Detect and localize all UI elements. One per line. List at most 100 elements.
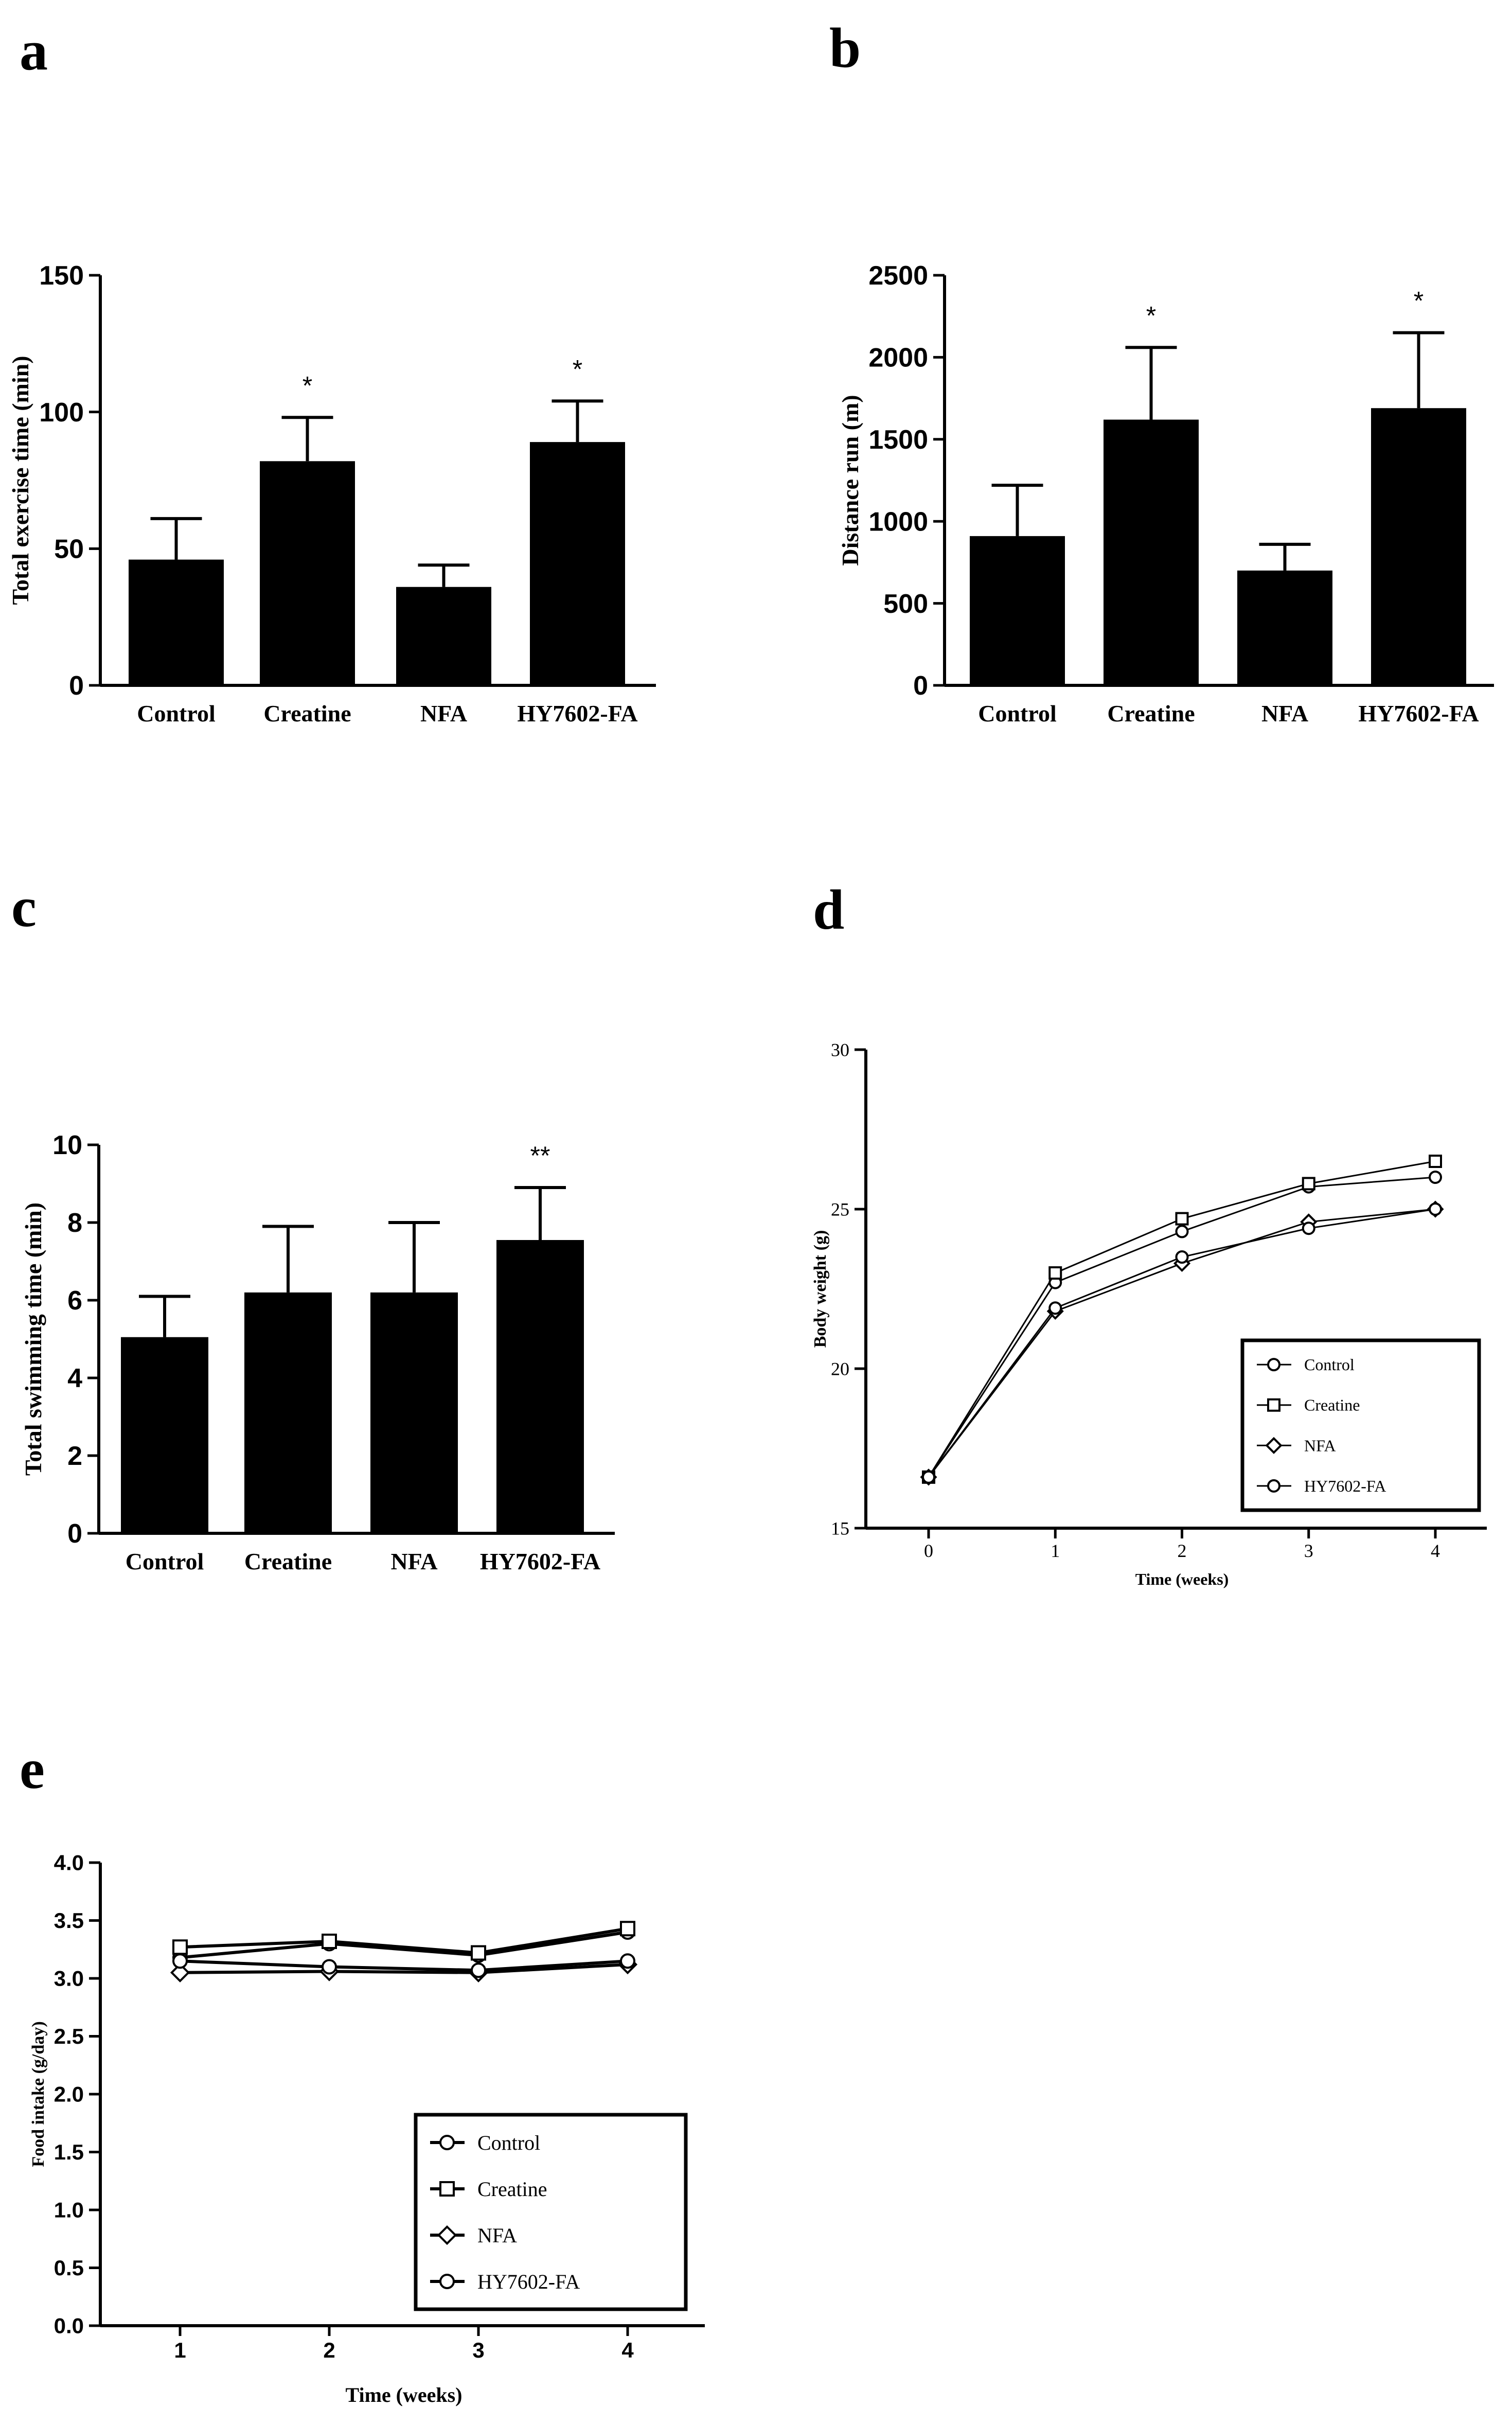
- y-tick-label: 4: [67, 1364, 82, 1393]
- data-point: [620, 1953, 635, 1969]
- bar-control: [121, 1337, 208, 1533]
- x-tick-label: NFA: [1261, 700, 1308, 727]
- panel-label-b: b: [829, 16, 861, 79]
- y-axis-label: Food intake (g/day): [29, 2021, 48, 2167]
- x-tick-label: 4: [1431, 1541, 1440, 1561]
- data-point: [172, 1939, 188, 1955]
- y-axis-label: Total exercise time (min): [7, 356, 33, 605]
- y-tick-label: 25: [831, 1199, 849, 1220]
- legend-marker: [1265, 1437, 1283, 1454]
- data-point: [471, 1945, 486, 1961]
- panel-b: b 0 500 1000 1500 2000 2500 Distance run (m) Con…: [829, 16, 1494, 727]
- x-tick-label: 3: [1304, 1541, 1313, 1561]
- bar-control: [129, 559, 224, 685]
- data-point: [1302, 1222, 1315, 1235]
- data-point: [620, 1921, 635, 1937]
- series-line: [180, 1931, 628, 1959]
- bar-hy7602-fa: [1371, 408, 1466, 685]
- bar-nfa: [370, 1292, 458, 1533]
- y-tick-label: 1500: [868, 425, 928, 455]
- series-creatine: [172, 1921, 635, 1961]
- data-point: [1302, 1177, 1315, 1191]
- y-tick-label: 4.0: [54, 1851, 84, 1875]
- bar-hy7602-fa: [530, 442, 625, 685]
- series-line: [180, 1963, 628, 1974]
- panel-a: a 0 50 100 150 Total exercise time (min) Contr…: [7, 19, 656, 727]
- x-tick-label: Creatine: [263, 700, 351, 727]
- y-tick-label: 1.0: [54, 2198, 84, 2222]
- legend-label: HY7602-FA: [477, 2270, 580, 2293]
- legend-marker: [439, 2181, 455, 2197]
- bar-creatine: [260, 461, 355, 685]
- x-tick-label: Control: [137, 700, 216, 727]
- x-tick-label: Creatine: [244, 1548, 332, 1574]
- legend-label: HY7602-FA: [1304, 1477, 1386, 1495]
- y-tick-label: 1.5: [54, 2140, 84, 2164]
- y-tick-label: 2500: [868, 261, 928, 291]
- y-tick-label: 0: [69, 671, 84, 701]
- legend-marker: [1267, 1358, 1280, 1372]
- y-tick-label: 2.5: [54, 2024, 84, 2048]
- legend-marker: [439, 2274, 455, 2289]
- bar-creatine: [244, 1292, 332, 1533]
- x-axis-label: Time (weeks): [346, 2383, 463, 2406]
- bar-nfa: [396, 587, 491, 685]
- y-tick-label: 150: [39, 261, 84, 291]
- panel-label-c: c: [11, 876, 37, 939]
- legend-box: [414, 2113, 688, 2311]
- data-point: [322, 1959, 337, 1975]
- data-point: [322, 1934, 337, 1949]
- y-tick-label: 2000: [868, 343, 928, 373]
- x-tick-label: 2: [1178, 1541, 1187, 1561]
- y-tick-label: 1000: [868, 507, 928, 537]
- bar-creatine: [1104, 419, 1199, 685]
- data-point: [172, 1953, 188, 1969]
- series-line: [180, 1927, 628, 1955]
- x-tick-label: Control: [978, 700, 1057, 727]
- x-tick-label: Control: [126, 1548, 204, 1574]
- x-axis-label: Time (weeks): [1135, 1570, 1229, 1588]
- significance-marker: **: [530, 1141, 550, 1170]
- data-point: [1429, 1171, 1442, 1184]
- bar-nfa: [1237, 570, 1332, 685]
- x-tick-label: 1: [1051, 1541, 1060, 1561]
- y-tick-label: 0: [67, 1519, 82, 1549]
- y-tick-label: 2.0: [54, 2082, 84, 2107]
- legend-label: NFA: [1304, 1436, 1336, 1455]
- y-tick-label: 0.0: [54, 2314, 84, 2338]
- panel-label-e: e: [20, 1738, 45, 1800]
- bar-hy7602-fa: [496, 1240, 584, 1533]
- legend-marker: [1267, 1479, 1280, 1493]
- panel-label-d: d: [813, 878, 844, 941]
- y-tick-label: 6: [67, 1286, 82, 1316]
- y-axis-label: Body weight (g): [811, 1230, 830, 1348]
- significance-marker: *: [573, 355, 582, 383]
- data-point: [1048, 1301, 1062, 1315]
- y-tick-label: 8: [67, 1208, 82, 1238]
- data-point: [471, 1962, 486, 1978]
- panel-e: e 0.0 0.5 1.0 1.5 2.0 2.5 3.0 3.5 4.0 Food intake …: [20, 1738, 705, 2406]
- legend: Control Creatine NFA HY7602-FA: [414, 2113, 688, 2311]
- legend-label: Control: [477, 2131, 540, 2154]
- legend-marker: [1267, 1398, 1280, 1412]
- data-point: [1048, 1266, 1062, 1280]
- y-tick-label: 10: [52, 1130, 82, 1160]
- x-tick-label: 2: [323, 2338, 335, 2362]
- y-tick-label: 50: [54, 535, 84, 564]
- legend-marker: [437, 2225, 457, 2245]
- y-tick-label: 20: [831, 1359, 849, 1379]
- x-tick-label: 3: [472, 2338, 484, 2362]
- data-point: [1175, 1225, 1189, 1238]
- y-tick-label: 100: [39, 398, 84, 428]
- y-tick-label: 2: [67, 1441, 82, 1471]
- legend-label: NFA: [477, 2224, 517, 2247]
- y-tick-label: 500: [883, 589, 928, 619]
- x-tick-label: HY7602-FA: [480, 1548, 600, 1574]
- y-tick-label: 15: [831, 1518, 849, 1539]
- data-point: [1429, 1155, 1442, 1168]
- legend-box: [1240, 1338, 1481, 1512]
- panel-label-a: a: [20, 19, 48, 82]
- panel-d: d 15 20 25 30 Body weight (g) 0 1 2 3 4 Time (weeks…: [811, 878, 1487, 1588]
- data-point: [170, 1962, 190, 1983]
- significance-marker: *: [1146, 301, 1156, 330]
